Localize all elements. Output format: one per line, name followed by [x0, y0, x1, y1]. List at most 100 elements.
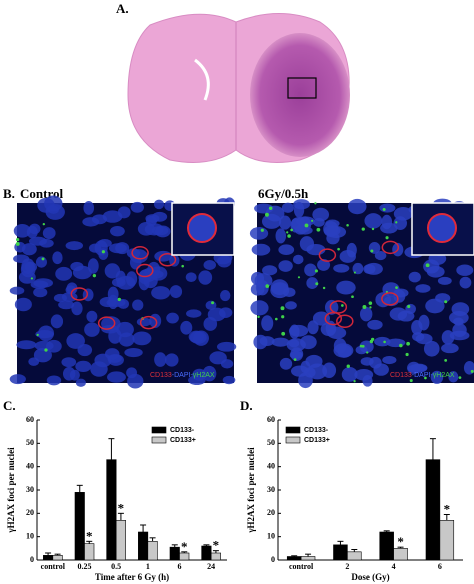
- foci: [362, 305, 367, 309]
- nucleus: [203, 316, 218, 331]
- nucleus: [83, 200, 95, 215]
- nucleus: [360, 357, 374, 366]
- bar: [347, 551, 362, 561]
- foci: [117, 297, 121, 302]
- nucleus: [341, 366, 358, 382]
- foci: [444, 300, 448, 304]
- foci: [405, 352, 409, 357]
- nucleus: [13, 254, 30, 264]
- foci: [322, 286, 326, 290]
- nucleus: [374, 336, 391, 347]
- nucleus: [271, 337, 290, 347]
- foci: [369, 306, 372, 309]
- nucleus: [423, 340, 440, 357]
- nucleus: [441, 343, 459, 354]
- nucleus: [322, 362, 337, 379]
- nucleus: [307, 363, 328, 380]
- cd133-cell: [136, 263, 154, 278]
- foci: [30, 277, 34, 280]
- nucleus: [430, 370, 444, 384]
- y-tick-label: 10: [26, 531, 34, 540]
- nucleus: [362, 374, 373, 387]
- nucleus: [278, 244, 295, 255]
- bar: [300, 556, 316, 561]
- nucleus: [166, 312, 179, 324]
- bar: [138, 531, 149, 561]
- y-tick-label: 0: [30, 555, 34, 564]
- panel-label: B.: [3, 186, 15, 201]
- nucleus: [412, 332, 425, 342]
- nucleus: [275, 228, 287, 244]
- nucleus: [189, 331, 207, 344]
- cd133-cell: [381, 240, 400, 255]
- legend-swatch: [285, 436, 301, 444]
- nucleus: [397, 310, 415, 322]
- x-tick-label: 6: [178, 562, 182, 571]
- nucleus: [456, 264, 474, 276]
- foci: [444, 358, 448, 362]
- foci: [470, 369, 474, 373]
- nucleus: [124, 347, 143, 358]
- y-tick-label: 20: [26, 508, 34, 517]
- nucleus: [253, 334, 268, 350]
- foci: [369, 339, 374, 344]
- foci: [425, 263, 430, 268]
- foci: [181, 264, 184, 268]
- bar: [84, 543, 95, 561]
- foci: [268, 206, 273, 210]
- nucleus: [38, 325, 55, 342]
- bar: [43, 555, 54, 561]
- foci: [42, 222, 46, 226]
- foci: [353, 271, 356, 274]
- foci: [15, 241, 20, 246]
- x-tick-label: 0.5: [111, 562, 121, 571]
- nucleus: [198, 270, 213, 285]
- foci: [385, 236, 389, 240]
- foci: [316, 227, 321, 232]
- y-tick-label: 40: [26, 461, 34, 470]
- foci: [314, 202, 317, 205]
- nucleus: [251, 243, 271, 256]
- nucleus: [364, 213, 383, 229]
- nucleus: [307, 320, 319, 335]
- nucleus: [291, 217, 306, 231]
- foci: [409, 379, 413, 383]
- bar: [393, 548, 408, 561]
- nucleus: [282, 287, 296, 298]
- nucleus: [304, 263, 317, 277]
- nucleus: [298, 372, 313, 389]
- stain-label: γH2AX: [193, 372, 215, 379]
- nucleus: [13, 224, 31, 238]
- cd133-cell: [324, 311, 343, 326]
- legend-swatch: [151, 436, 167, 444]
- nucleus: [300, 360, 311, 374]
- foci: [383, 340, 386, 344]
- nucleus: [262, 265, 278, 276]
- nucleus: [381, 214, 393, 230]
- x-axis-label: Dose (Gy): [351, 572, 389, 582]
- nucleus: [333, 263, 350, 273]
- x-axis-label: Time after 6 Gy (h): [95, 572, 169, 582]
- foci: [424, 376, 427, 380]
- nucleus: [203, 260, 217, 270]
- nucleus: [324, 299, 339, 315]
- nucleus: [75, 360, 92, 372]
- foci: [371, 227, 375, 231]
- cd133-cell: [139, 315, 158, 330]
- nucleus: [320, 322, 337, 336]
- foci: [458, 376, 462, 380]
- nucleus: [336, 280, 356, 295]
- nucleus: [410, 363, 428, 372]
- y-tick-label: 40: [267, 461, 275, 470]
- nucleus: [250, 271, 265, 286]
- nucleus: [65, 241, 84, 251]
- cd133-cell: [97, 316, 116, 330]
- foci: [351, 295, 354, 299]
- nucleus: [452, 323, 467, 338]
- nucleus: [102, 210, 123, 223]
- nucleus: [375, 292, 391, 308]
- x-tick-label: 4: [392, 562, 396, 571]
- nucleus: [62, 366, 76, 381]
- nucleus: [373, 363, 389, 376]
- nucleus: [368, 242, 381, 254]
